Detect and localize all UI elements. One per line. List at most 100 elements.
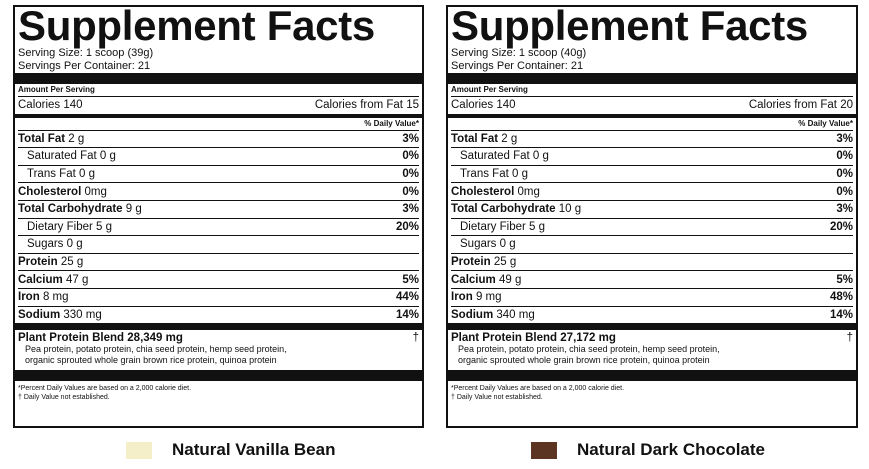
nutrient-row: Calcium 49 g 5% [451,270,853,288]
nutrient-amount: 0 g [66,238,83,251]
nutrient-amount: 9 g [125,203,142,216]
nutrient-name: Sugars [460,238,497,251]
footnotes: *Percent Daily Values are based on a 2,0… [18,384,419,402]
serving-size: Serving Size: 1 scoop (39g) [18,47,154,59]
nutrient-label: Sugars 0 g [27,238,83,250]
nutrient-label: Total Fat 2 g [451,133,517,145]
nutrient-amount: 2 g [501,132,518,145]
blend-dv: † [412,332,419,345]
calories-row: Calories 140 Calories from Fat 15 [18,96,419,114]
nutrient-label: Saturated Fat 0 g [27,150,116,162]
calories-from-fat: Calories from Fat 20 [748,99,853,112]
thick-rule [448,73,856,84]
nutrient-label: Cholesterol 0mg [18,186,107,198]
nutrient-row: Protein 25 g [451,252,853,271]
nutrient-name: Total Fat [18,132,66,145]
ingredients-line: organic sprouted whole grain brown rice … [458,355,710,366]
blend-name: Plant Protein Blend [18,332,125,345]
nutrient-name: Dietary Fiber [27,220,93,233]
nutrient-row: Iron 9 mg 48% [451,287,853,306]
daily-value: 0% [836,168,853,181]
nutrient-amount: 0mg [84,185,107,198]
nutrient-amount: 0 g [78,168,95,181]
thick-rule [15,73,422,84]
amount-header: Amount Per Serving [18,85,95,94]
nutrient-label: Sodium 340 mg [451,309,535,321]
nutrient-amount: 330 mg [63,308,102,321]
nutrient-amount: 8 mg [42,291,69,304]
nutrient-row: Protein 25 g [18,252,419,271]
footnotes: *Percent Daily Values are based on a 2,0… [451,384,853,402]
daily-value: 0% [402,185,419,198]
footnote: † Daily Value not established. [18,394,110,402]
nutrient-row: Saturated Fat 0 g 0% [18,147,419,165]
blend-section: Plant Protein Blend 28,349 mg † Pea protei… [18,330,419,370]
facts-panel: Supplement Facts Serving Size: 1 scoop (3… [13,5,424,428]
medium-rule [448,113,856,118]
nutrient-amount: 0 g [511,168,528,181]
daily-value: 0% [836,185,853,198]
nutrient-name: Saturated Fat [460,150,530,163]
blend-section: Plant Protein Blend 27,172 mg † Pea protei… [451,330,853,370]
nutrient-row: Total Carbohydrate 9 g 3% [18,199,419,218]
facts-panel: Supplement Facts Serving Size: 1 scoop (4… [446,5,858,428]
flavor-swatch [126,441,152,459]
daily-value: 3% [836,203,853,216]
nutrient-label: Calcium 49 g [451,274,521,286]
serving-size: Serving Size: 1 scoop (40g) [451,47,587,59]
nutrient-name: Dietary Fiber [460,220,526,233]
nutrient-amount: 49 g [498,273,522,286]
nutrient-name: Sugars [27,238,64,251]
nutrient-row: Dietary Fiber 5 g 20% [451,217,853,236]
flavor-legend: Natural Vanilla Bean [126,440,335,460]
nutrient-amount: 2 g [68,132,85,145]
daily-value: 44% [395,291,419,304]
nutrient-label: Protein 25 g [18,256,83,268]
nutrient-label: Iron 8 mg [18,291,69,303]
nutrient-row: Calcium 47 g 5% [18,270,419,288]
daily-value: 3% [836,132,853,145]
nutrient-name: Total Fat [451,132,499,145]
daily-value: 48% [829,291,853,304]
nutrient-amount: 0 g [532,150,549,163]
nutrient-name: Trans Fat [27,168,76,181]
nutrient-row: Sugars 0 g [18,235,419,253]
nutrient-name: Trans Fat [460,168,509,181]
nutrient-row: Cholesterol 0mg 0% [451,182,853,200]
blend-name: Plant Protein Blend [451,332,558,345]
blend-amount: 28,349 mg [127,332,183,345]
nutrient-name: Protein [18,256,58,269]
nutrient-label: Protein 25 g [451,256,516,268]
nutrient-name: Total Carbohydrate [18,203,123,216]
blend-header: Plant Protein Blend 28,349 mg † [18,332,419,344]
daily-value-header: % Daily Value* [364,118,419,128]
ingredients-line: Pea protein, potato protein, chia seed p… [25,344,287,355]
nutrient-label: Total Carbohydrate 10 g [451,203,581,215]
daily-value: 20% [829,220,853,233]
nutrient-name: Cholesterol [451,185,515,198]
nutrient-row: Total Carbohydrate 10 g 3% [451,199,853,218]
servings-per-container: Servings Per Container: 21 [451,60,584,72]
daily-value: 0% [402,150,419,163]
nutrient-name: Calcium [451,273,496,286]
nutrient-row: Sugars 0 g [451,235,853,253]
daily-value: 0% [836,150,853,163]
nutrient-label: Trans Fat 0 g [27,168,95,180]
nutrient-amount: 0 g [499,238,516,251]
nutrient-label: Sugars 0 g [460,238,516,250]
calories: Calories 140 [451,99,516,112]
flavor-swatch [531,441,557,459]
nutrient-amount: 25 g [493,256,517,269]
nutrient-name: Total Carbohydrate [451,203,556,216]
daily-value: 3% [402,132,419,145]
nutrient-row: Cholesterol 0mg 0% [18,182,419,200]
blend-dv: † [846,332,853,345]
nutrient-amount: 0 g [99,150,116,163]
panel-title: Supplement Facts [451,2,808,49]
daily-value: 5% [402,273,419,286]
nutrient-name: Sodium [451,308,494,321]
nutrient-label: Iron 9 mg [451,291,502,303]
blend-header: Plant Protein Blend 27,172 mg † [451,332,853,344]
nutrient-row: Trans Fat 0 g 0% [451,164,853,183]
